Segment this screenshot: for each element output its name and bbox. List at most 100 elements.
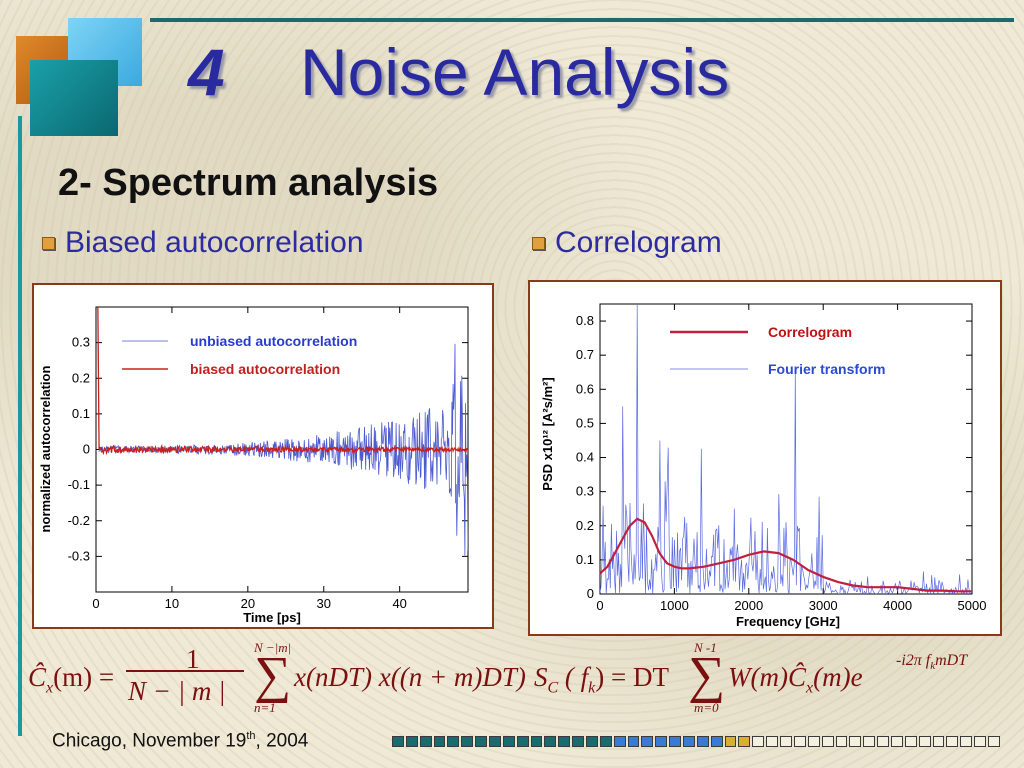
progress-segment	[683, 736, 695, 747]
x-tick-label: 2000	[734, 598, 763, 613]
series-line-correlogram	[599, 517, 972, 593]
progress-segment	[572, 736, 585, 747]
x-tick-label: 5000	[958, 598, 987, 613]
progress-segment	[433, 736, 446, 747]
series-line-fourier	[600, 304, 972, 594]
series-line-biased	[97, 307, 468, 456]
formula-sum-lower: m=0	[694, 700, 719, 715]
autocorrelation-chart: 0 10 20 30 40 0.3 0.2 0.1 0 -0.1 -0.2 -0.3 Time [ps]…	[38, 306, 469, 625]
square-bullet-icon	[42, 236, 55, 250]
progress-segment	[863, 736, 876, 747]
progress-segment	[752, 736, 765, 747]
y-tick-label: -0.2	[68, 513, 90, 528]
progress-segment	[447, 736, 460, 747]
slide-subtitle: 2- Spectrum analysis	[58, 162, 439, 204]
progress-segment	[599, 736, 612, 747]
y-tick-label: -0.1	[68, 477, 90, 492]
progress-segment	[849, 736, 862, 747]
progress-segment	[641, 736, 654, 747]
progress-segment	[655, 736, 668, 747]
autocorrelation-formula: Ĉx(m) = 1 N − | m | N −|m| ∑ n=1 x(nDT) …	[28, 640, 528, 724]
y-tick-label: 0.4	[576, 450, 594, 465]
y-axis-label: PSD x10¹² [A²s/m²]	[540, 377, 555, 490]
progress-segment	[586, 736, 598, 747]
progress-segment	[766, 736, 779, 747]
progress-segment	[960, 736, 973, 747]
y-tick-label: 0.2	[576, 518, 594, 533]
progress-segment	[502, 736, 515, 747]
x-axis-label: Frequency [GHz]	[736, 614, 840, 629]
square-bullet-icon	[532, 236, 545, 250]
progress-segment	[710, 736, 723, 747]
correlogram-chart-panel: 0 1000 2000 3000 4000 5000 0 0.1 0.2 0.3 0.4 0.5 0.6…	[528, 280, 1002, 636]
progress-segment	[516, 736, 529, 747]
legend-label: biased autocorrelation	[190, 361, 340, 377]
progress-segment	[793, 736, 806, 747]
progress-segment	[392, 736, 404, 747]
progress-segment	[932, 736, 945, 747]
autocorrelation-chart-panel: 0 10 20 30 40 0.3 0.2 0.1 0 -0.1 -0.2 -0.3 Time [ps]…	[32, 283, 494, 629]
x-tick-label: 3000	[809, 598, 838, 613]
x-axis-label: Time [ps]	[243, 610, 301, 625]
y-tick-label: 0.3	[576, 484, 594, 499]
progress-segment	[558, 736, 571, 747]
x-tick-label: 40	[392, 596, 406, 611]
formula-fraction-bar	[126, 670, 244, 672]
y-tick-label: 0.5	[576, 415, 594, 430]
correlogram-chart: 0 1000 2000 3000 4000 5000 0 0.1 0.2 0.3 0.4 0.5 0.6…	[540, 303, 987, 629]
legend-label: Correlogram	[768, 324, 852, 340]
formula-fraction-denominator: N − | m |	[128, 676, 226, 706]
progress-segment	[475, 736, 488, 747]
formula-lhs: SC ( fk) = DT	[534, 662, 669, 697]
formula-lhs: Ĉx(m) =	[28, 662, 115, 697]
x-tick-label: 10	[165, 596, 179, 611]
progress-segment	[669, 736, 682, 747]
progress-segment	[544, 736, 557, 747]
decor-teal-square	[30, 60, 118, 136]
progress-segment	[696, 736, 709, 747]
footer-text: Chicago, November 19th, 2004	[52, 730, 309, 752]
decor-vertical-line	[18, 116, 22, 736]
progress-segment	[946, 736, 959, 747]
progress-segment	[405, 736, 418, 747]
x-tick-label: 0	[596, 598, 603, 613]
y-tick-label: 0.3	[72, 335, 90, 350]
legend-label: Fourier transform	[768, 361, 885, 377]
progress-segment	[835, 736, 848, 747]
y-tick-label: 0.1	[72, 406, 90, 421]
progress-segment	[918, 736, 931, 747]
formula-body: W(m)Ĉx(m)e	[728, 662, 863, 697]
progress-segment	[877, 736, 889, 747]
progress-segment	[974, 736, 986, 747]
series-line-unbiased	[97, 307, 468, 556]
y-tick-label: 0.6	[576, 381, 594, 396]
progress-segment	[461, 736, 474, 747]
y-tick-label: 0.7	[576, 347, 594, 362]
y-tick-label: -0.3	[68, 548, 90, 563]
decor-horizontal-line	[150, 18, 1014, 22]
formula-sum-upper: N -1	[694, 640, 717, 655]
bullet-biased-autocorrelation: Biased autocorrelation	[42, 226, 364, 260]
x-tick-label: 30	[317, 596, 331, 611]
bullet-label: Correlogram	[555, 226, 722, 259]
formula-body: x(nDT) x((n + m)DT)	[294, 662, 526, 692]
slide-title: Noise Analysis	[300, 35, 730, 109]
progress-segment	[780, 736, 792, 747]
y-tick-label: 0	[83, 442, 90, 457]
bullet-correlogram: Correlogram	[532, 226, 722, 260]
x-tick-label: 1000	[660, 598, 689, 613]
x-tick-label: 0	[92, 596, 99, 611]
progress-segment	[904, 736, 917, 747]
y-axis-label: normalized autocorrelation	[38, 366, 53, 533]
progress-segment	[738, 736, 751, 747]
sum-symbol-icon: ∑	[254, 647, 292, 704]
y-tick-label: 0.1	[576, 552, 594, 567]
bullet-label: Biased autocorrelation	[65, 226, 364, 259]
progress-segment	[807, 736, 820, 747]
x-tick-label: 20	[241, 596, 255, 611]
y-tick-label: 0.8	[576, 313, 594, 328]
progress-segment	[613, 736, 626, 747]
progress-segment	[890, 736, 903, 747]
y-tick-label: 0.2	[72, 370, 90, 385]
progress-segment	[987, 736, 1000, 747]
